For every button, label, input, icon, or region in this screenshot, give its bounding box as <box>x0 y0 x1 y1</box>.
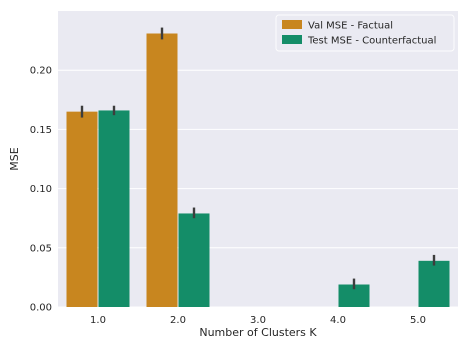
bar-test-counterfactual-1.0 <box>98 110 130 308</box>
y-axis-label: MSE <box>8 147 21 170</box>
error-bars <box>80 27 436 290</box>
x-tick-label: 5.0 <box>410 315 426 326</box>
x-axis-label: Number of Clusters K <box>199 326 317 339</box>
legend-swatch <box>282 20 302 29</box>
bar-test-counterfactual-2.0 <box>178 213 210 307</box>
bar-test-counterfactual-5.0 <box>418 260 450 307</box>
y-tick-label: 0.15 <box>30 125 52 136</box>
bars <box>66 33 450 308</box>
x-tick-label: 1.0 <box>90 315 106 326</box>
legend: Val MSE - Factual Test MSE - Counterfactu… <box>275 14 455 52</box>
legend-box <box>275 14 455 52</box>
y-tick-label: 0.00 <box>30 303 52 314</box>
bar-val-factual-1.0 <box>66 111 98 307</box>
y-tick-label: 0.10 <box>30 184 52 195</box>
x-tick-label: 2.0 <box>170 315 186 326</box>
bar-val-factual-2.0 <box>146 33 178 307</box>
x-tick-labels: 1.0 2.0 3.0 4.0 5.0 <box>90 315 426 326</box>
x-tick-label: 4.0 <box>330 315 346 326</box>
y-tick-labels: 0.00 0.05 0.10 0.15 0.20 <box>30 66 52 314</box>
x-tick-label: 3.0 <box>250 315 266 326</box>
legend-entry: Test MSE - Counterfactual <box>307 36 436 47</box>
y-tick-label: 0.05 <box>30 243 52 254</box>
legend-entry: Val MSE - Factual <box>308 21 393 32</box>
y-tick-label: 0.20 <box>30 66 52 77</box>
bar-test-counterfactual-4.0 <box>338 284 370 307</box>
legend-swatch <box>282 35 302 44</box>
